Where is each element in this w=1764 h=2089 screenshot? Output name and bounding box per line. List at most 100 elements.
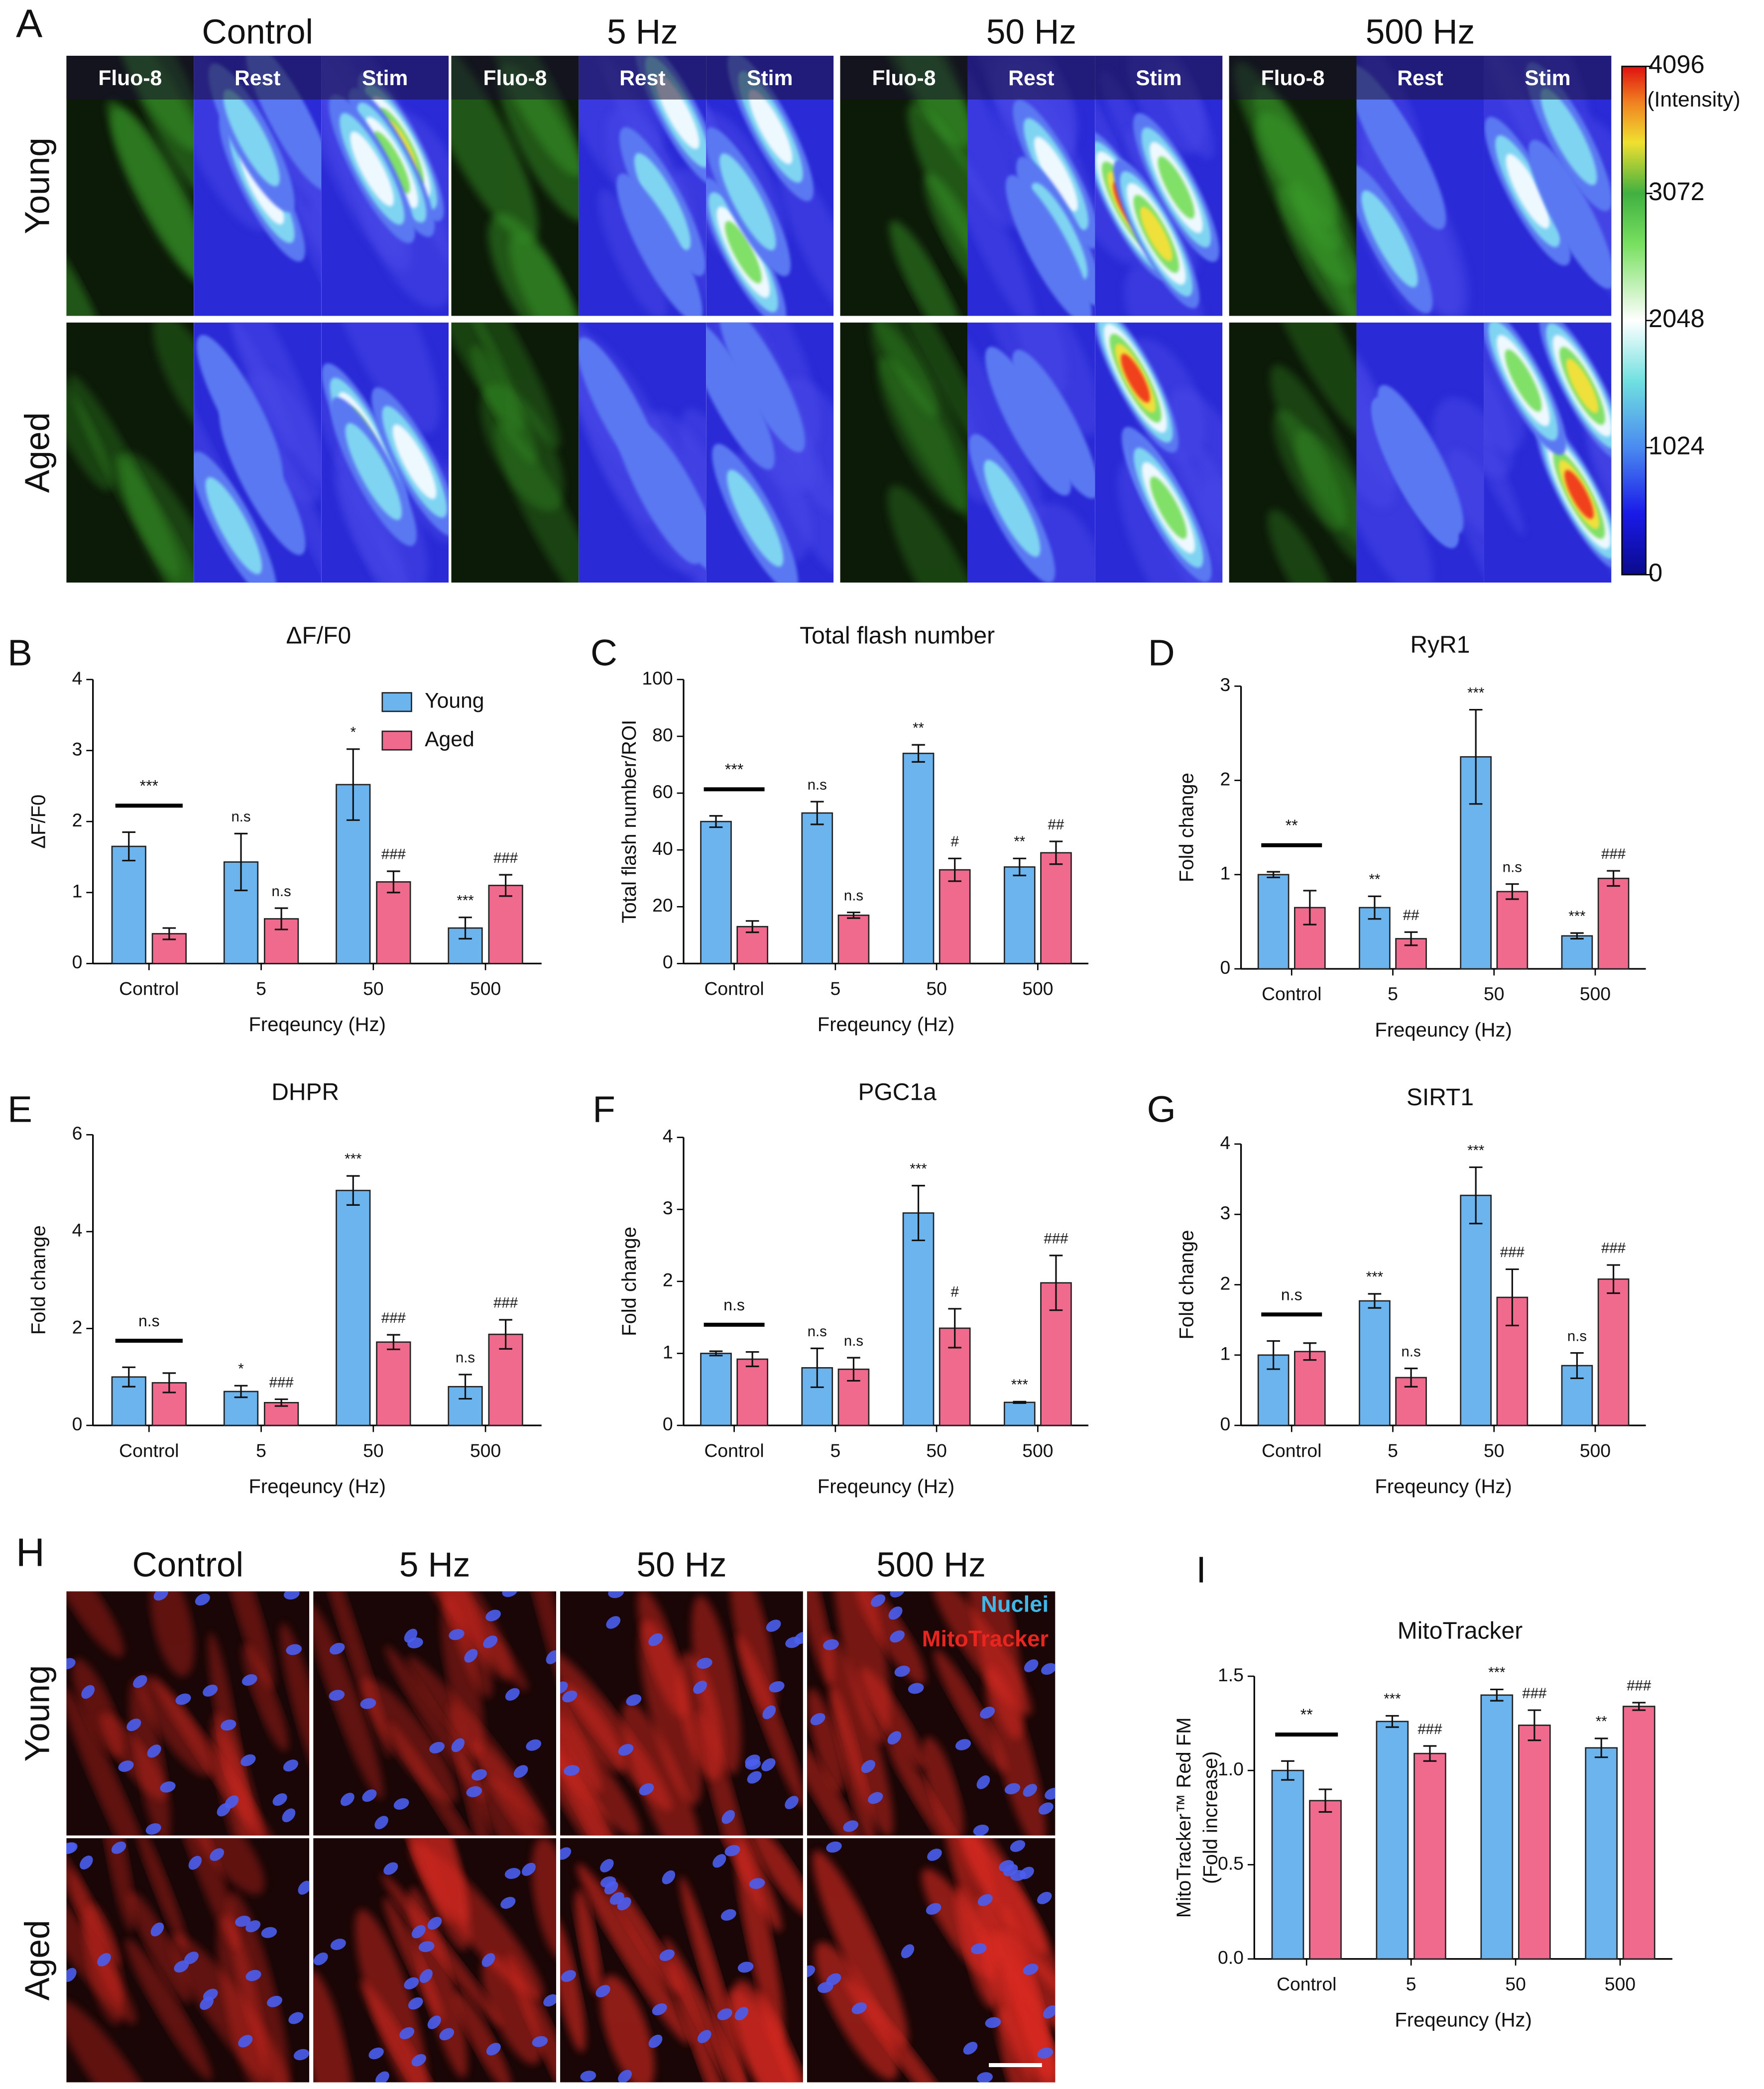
mito-streak <box>985 1666 1046 1836</box>
nucleus <box>747 1771 762 1784</box>
bar <box>939 869 971 964</box>
nucleus <box>486 2043 501 2056</box>
subheader: Fluo-8 <box>872 66 936 90</box>
x-tick-label: 500 <box>1022 978 1053 999</box>
heatmap-image <box>194 322 322 583</box>
panel-letter: H <box>16 1530 45 1574</box>
y-tick-label: 60 <box>652 781 673 802</box>
bar <box>1294 1351 1326 1426</box>
nucleus <box>888 1606 903 1620</box>
mito-streak <box>844 1978 957 2083</box>
error-bar <box>162 927 176 940</box>
subheader: Stim <box>1525 66 1570 90</box>
mito-streak <box>211 1713 271 1836</box>
mito-image <box>66 1591 310 1836</box>
mito-streak <box>667 1957 739 2083</box>
nucleus <box>762 1705 776 1720</box>
bracket-label: *** <box>725 761 743 779</box>
nucleus <box>973 1824 989 1836</box>
nucleus <box>977 2072 993 2083</box>
nucleus <box>761 1758 776 1771</box>
nucleus <box>721 1810 735 1824</box>
channel-label: MitoTracker <box>922 1626 1049 1651</box>
heatmap-image <box>967 322 1095 583</box>
nucleus <box>481 1953 495 1967</box>
legend-swatch <box>381 692 412 712</box>
texture <box>967 322 997 504</box>
bar <box>1376 1721 1409 1960</box>
x-tick-label: Control <box>1262 983 1321 1004</box>
texture <box>967 55 1023 229</box>
nucleus <box>133 1675 147 1688</box>
nucleus <box>532 2036 548 2047</box>
nucleus <box>81 1685 95 1699</box>
error-bar <box>1594 1738 1608 1758</box>
significance-label: ### <box>493 1295 518 1311</box>
nucleus <box>564 1765 580 1776</box>
x-tick-label: Control <box>119 1440 179 1461</box>
y-tick-label: 1 <box>1220 1343 1231 1364</box>
mito-image <box>66 1838 310 2083</box>
mito-streak <box>823 1634 894 1836</box>
x-tick-label: 50 <box>363 978 384 999</box>
error-bar <box>1281 1760 1294 1781</box>
error-bar <box>847 1357 860 1382</box>
x-axis-label: Freqeuncy (Hz) <box>818 1014 954 1036</box>
signal-blob <box>1150 476 1187 539</box>
significance-label: n.s <box>231 809 250 825</box>
texture <box>217 322 322 483</box>
nucleus <box>1041 1663 1056 1675</box>
nucleus <box>411 2054 426 2067</box>
error-bar <box>1267 1340 1280 1370</box>
signal-blob <box>1564 469 1594 519</box>
y-tick-label: 0.0 <box>1218 1947 1244 1968</box>
error-bar <box>162 1372 176 1393</box>
nucleus <box>560 1681 568 1694</box>
texture <box>1356 349 1395 509</box>
error-bar <box>912 744 925 763</box>
significance-label: ### <box>1044 1231 1069 1247</box>
cell <box>867 322 939 417</box>
bar <box>1518 1725 1551 1960</box>
nucleus <box>66 1968 77 1982</box>
nucleus <box>504 1868 521 1879</box>
legend-swatch <box>381 730 412 751</box>
y-tick-label: 40 <box>652 838 673 859</box>
bar <box>1460 1194 1492 1426</box>
mito-streak <box>934 1649 1007 1773</box>
nucleus <box>175 1693 191 1705</box>
signal-blob <box>1361 190 1418 288</box>
significance-label: *** <box>1488 1664 1505 1681</box>
signal-blob <box>1566 358 1599 413</box>
x-tick-label: Control <box>704 978 764 999</box>
y-tick-label: 80 <box>652 724 673 745</box>
nucleus <box>769 1681 785 1693</box>
nucleus <box>543 1994 557 2007</box>
error-bar <box>1049 840 1063 865</box>
nucleus <box>595 1984 610 1997</box>
y-tick-label: 1 <box>72 881 83 902</box>
nucleus <box>174 1960 189 1973</box>
nucleus <box>546 1650 557 1664</box>
bar <box>111 845 146 964</box>
colorbar-tick-label: 3072 <box>1648 177 1705 206</box>
x-tick-label: 5 <box>1388 983 1398 1004</box>
signal-blob <box>345 423 402 520</box>
significance-label: ** <box>1014 833 1025 850</box>
colorbar-tick-label: 0 <box>1648 559 1662 587</box>
nucleus <box>926 1903 941 1915</box>
y-tick-label: 3 <box>1220 1202 1231 1223</box>
nucleus <box>80 1856 93 1870</box>
significance-label: ### <box>1522 1685 1547 1702</box>
significance-label: *** <box>1467 685 1484 701</box>
subheader: Rest <box>619 66 665 90</box>
chart-title: DHPR <box>271 1079 339 1105</box>
error-bar <box>1528 1709 1541 1741</box>
x-tick-label: 5 <box>830 978 840 999</box>
significance-label: n.s <box>808 777 827 793</box>
nucleus <box>429 1741 445 1753</box>
significance-label: ** <box>1596 1714 1607 1730</box>
mito-streak <box>66 2000 166 2083</box>
nucleus <box>330 1939 346 1950</box>
error-bar <box>1506 883 1519 900</box>
